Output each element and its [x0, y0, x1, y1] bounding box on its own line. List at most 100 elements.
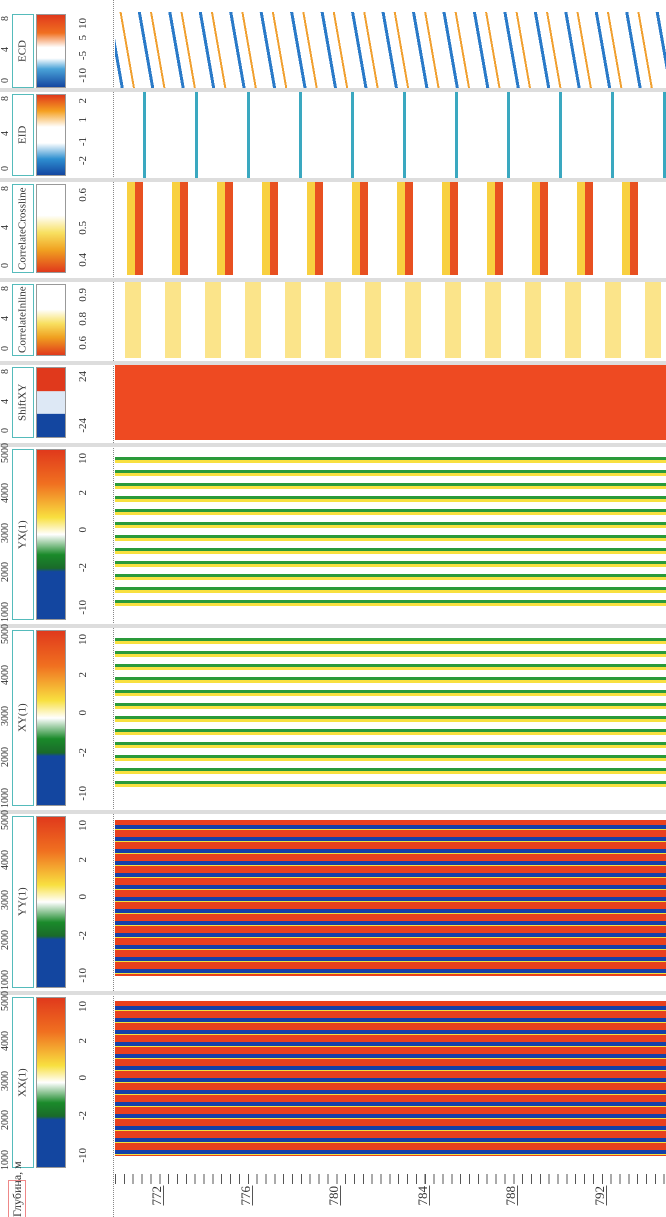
axis-label: 4000 — [1, 1031, 11, 1051]
axis-label: 0 — [1, 346, 11, 351]
axis-label: 4 — [1, 399, 11, 404]
scale-label: 2 — [78, 98, 89, 104]
axis-label: 5000 — [1, 624, 11, 644]
scale-label: 2 — [78, 1038, 89, 1044]
scale-label: 0 — [78, 710, 89, 716]
color-bar — [36, 997, 66, 1168]
color-bar — [36, 184, 66, 273]
track-separator — [0, 991, 666, 995]
scale-label: 10 — [78, 634, 89, 645]
depth-title: Глубина, м — [8, 1180, 26, 1217]
axis-label: 4 — [1, 47, 11, 52]
track-image — [115, 453, 666, 608]
depth-label: 780 — [327, 1186, 341, 1206]
track-image — [115, 1001, 666, 1156]
color-bar — [36, 284, 66, 356]
scale-label: 0 — [78, 894, 89, 900]
scale-label: -2 — [78, 748, 89, 757]
axis-label: 2000 — [1, 1110, 11, 1130]
scale-label: 10 — [78, 453, 89, 464]
track-image — [115, 12, 666, 90]
scale-label: 0.9 — [78, 288, 89, 302]
axis-label: 1000 — [1, 602, 11, 622]
scale-label: 0 — [78, 1075, 89, 1081]
scale-label: -2 — [78, 156, 89, 165]
scale-label: 0.6 — [78, 336, 89, 350]
axis-label: 4 — [1, 316, 11, 321]
color-bar — [36, 630, 66, 806]
axis-label: 4000 — [1, 665, 11, 685]
axis-label: 0 — [1, 166, 11, 171]
scale-label: -10 — [78, 786, 89, 801]
axis-label: 8 — [1, 16, 11, 21]
axis-label: 0 — [1, 263, 11, 268]
depth-label: 772 — [150, 1186, 164, 1206]
track-separator — [0, 443, 666, 447]
track-image — [115, 634, 666, 794]
axis-label: 4000 — [1, 483, 11, 503]
scale-label: 24 — [78, 371, 89, 382]
scale-label: -2 — [78, 931, 89, 940]
scale-label: 2 — [78, 857, 89, 863]
track-name: CorrelateCrossline — [12, 184, 34, 273]
scale-label: 10 — [78, 1001, 89, 1012]
axis-label: 3000 — [1, 1071, 11, 1091]
axis-label: 2000 — [1, 930, 11, 950]
scale-label: -1 — [78, 137, 89, 146]
track-image — [115, 820, 666, 976]
scale-label: 0.8 — [78, 312, 89, 326]
track-image — [115, 365, 666, 440]
track-separator — [0, 624, 666, 628]
track-name: XX(1) — [12, 997, 34, 1168]
scale-label: 1 — [78, 117, 89, 123]
axis-label: 2000 — [1, 562, 11, 582]
axis-label: 2000 — [1, 747, 11, 767]
axis-label: 3000 — [1, 706, 11, 726]
scale-label: -10 — [78, 68, 89, 83]
axis-label: 8 — [1, 286, 11, 291]
color-bar — [36, 449, 66, 620]
scale-label: -2 — [78, 563, 89, 572]
scale-label: 10 — [78, 820, 89, 831]
scale-label: -10 — [78, 1148, 89, 1163]
depth-label: 776 — [239, 1186, 253, 1206]
axis-label: 4000 — [1, 850, 11, 870]
axis-label: 1000 — [1, 970, 11, 990]
axis-label: 4 — [1, 225, 11, 230]
track-name: CorrelateInline — [12, 284, 34, 356]
track-name: EID — [12, 94, 34, 176]
color-bar — [36, 14, 66, 88]
log-viewer: ECD048-10-5510EID048-2-112CorrelateCross… — [0, 0, 666, 1217]
track-name: YY(1) — [12, 816, 34, 988]
axis-label: 5000 — [1, 443, 11, 463]
track-name: ECD — [12, 14, 34, 88]
scale-label: -10 — [78, 968, 89, 983]
scale-label: 2 — [78, 672, 89, 678]
axis-label: 8 — [1, 369, 11, 374]
axis-label: 3000 — [1, 523, 11, 543]
scale-label: 0.4 — [78, 253, 89, 267]
color-bar — [36, 816, 66, 988]
track-image — [115, 282, 666, 358]
scale-label: -5 — [78, 51, 89, 60]
axis-label: 8 — [1, 186, 11, 191]
scale-label: 5 — [78, 35, 89, 41]
scale-label: 2 — [78, 490, 89, 496]
scale-label: -24 — [78, 418, 89, 433]
scale-label: -10 — [78, 600, 89, 615]
axis-label: 5000 — [1, 991, 11, 1011]
depth-ticks — [115, 1174, 666, 1184]
scale-label: 0.5 — [78, 221, 89, 235]
track-name: YX(1) — [12, 449, 34, 620]
scale-label: 10 — [78, 18, 89, 29]
depth-label: 784 — [416, 1186, 430, 1206]
depth-label: 788 — [504, 1186, 518, 1206]
axis-label: 3000 — [1, 890, 11, 910]
axis-label: 4 — [1, 131, 11, 136]
axis-label: 5000 — [1, 810, 11, 830]
axis-label: 0 — [1, 428, 11, 433]
track-name: XY(1) — [12, 630, 34, 806]
color-bar — [36, 94, 66, 176]
axis-label: 8 — [1, 96, 11, 101]
axis-label: 1000 — [1, 788, 11, 808]
